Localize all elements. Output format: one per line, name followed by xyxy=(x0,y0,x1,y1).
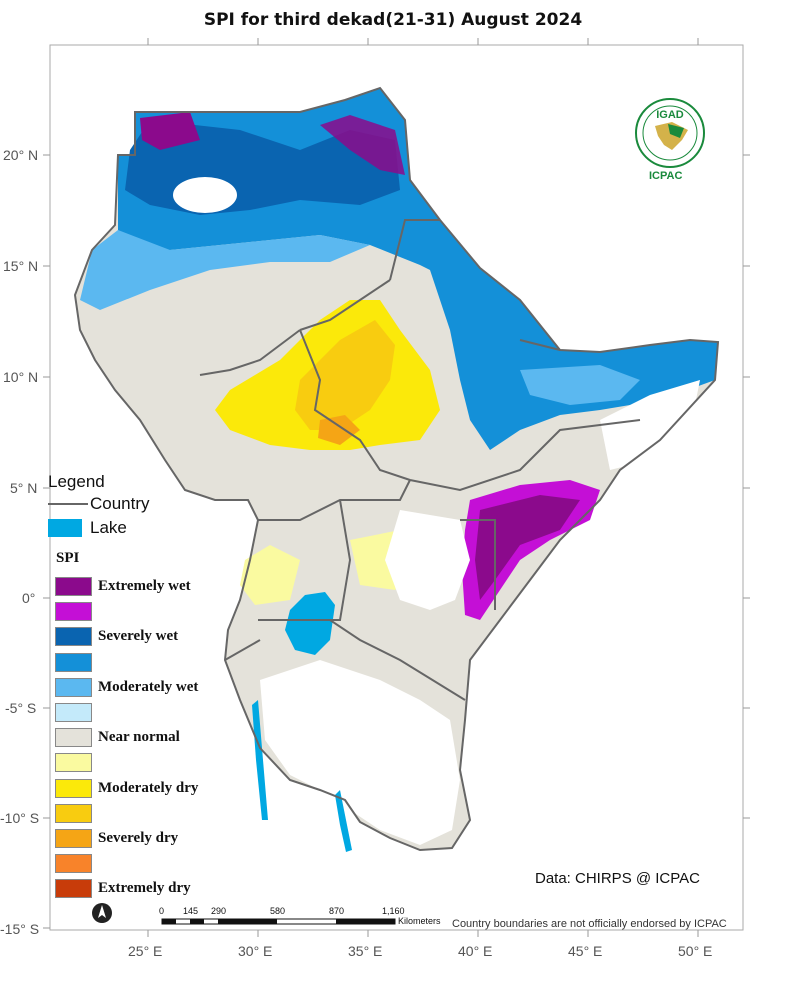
lat-label: 20° N xyxy=(3,147,38,163)
spi-class-row xyxy=(55,599,198,624)
scale-tick: 0 xyxy=(159,906,164,916)
spi-class-row xyxy=(55,700,198,725)
lon-label: 40° E xyxy=(458,943,492,959)
scale-bar: 0 145 290 580 870 1,160 Kilometers xyxy=(159,906,441,926)
logo-igad-text: IGAD xyxy=(656,109,684,121)
region-no-data-somalia xyxy=(600,380,700,470)
spi-class-row xyxy=(55,750,198,775)
spi-class-row: Moderately dry xyxy=(55,776,198,801)
region-no-data xyxy=(173,177,237,213)
legend-country-row: Country xyxy=(48,492,238,516)
region-moderate-wet-east xyxy=(520,365,640,405)
north-arrow-pointer xyxy=(98,905,106,918)
spi-class-row: Extremely dry xyxy=(55,876,198,901)
spi-swatch xyxy=(55,728,92,748)
spi-class-row xyxy=(55,801,198,826)
region-landmass xyxy=(75,88,718,850)
spi-class-row: Severely dry xyxy=(55,826,198,851)
scale-tick: 580 xyxy=(270,906,285,916)
spi-swatch xyxy=(55,652,92,672)
lon-label: 35° E xyxy=(348,943,382,959)
spi-class-row: Severely wet xyxy=(55,624,198,649)
spi-swatch xyxy=(55,753,92,773)
region-wet-east xyxy=(430,268,718,450)
lake-victoria xyxy=(285,592,335,655)
scale-tick: 290 xyxy=(211,906,226,916)
lake-malawi xyxy=(335,790,352,852)
spi-class-row: Moderately wet xyxy=(55,675,198,700)
data-credit: Data: CHIRPS @ ICPAC xyxy=(535,870,700,887)
spi-swatch xyxy=(55,854,92,874)
region-extremely-dry-central xyxy=(318,415,360,445)
spi-swatch xyxy=(55,627,92,647)
spi-swatch xyxy=(55,577,92,597)
spi-swatch xyxy=(55,778,92,798)
legend-lake-row: Lake xyxy=(48,516,238,540)
spi-label: Extremely dry xyxy=(98,880,191,897)
spi-swatch xyxy=(55,703,92,723)
country-line-swatch xyxy=(48,503,88,505)
spi-swatch xyxy=(55,828,92,848)
lat-label: -5° S xyxy=(5,700,36,716)
lat-label: 0° xyxy=(22,590,35,606)
scale-tick: 1,160 xyxy=(382,906,405,916)
graticule-ticks xyxy=(43,38,750,937)
spi-label: Moderately dry xyxy=(98,779,199,796)
spi-swatch xyxy=(55,677,92,697)
spi-label: Near normal xyxy=(98,729,180,746)
igad-icpac-logo: IGAD xyxy=(635,98,705,168)
lon-label: 25° E xyxy=(128,943,162,959)
scale-tick: 870 xyxy=(329,906,344,916)
lon-label: 45° E xyxy=(568,943,602,959)
map-title: SPI for third dekad(21-31) August 2024 xyxy=(203,10,583,30)
region-dry-uganda xyxy=(240,545,300,605)
spi-swatch xyxy=(55,602,92,622)
spi-class-row xyxy=(55,851,198,876)
lon-label: 50° E xyxy=(678,943,712,959)
lon-label: 30° E xyxy=(238,943,272,959)
lat-label: 5° N xyxy=(10,480,37,496)
lake-tanganyika xyxy=(252,700,268,820)
spi-label: Extremely wet xyxy=(98,578,191,595)
region-severely-dry-central xyxy=(295,320,395,430)
lat-label: 15° N xyxy=(3,258,38,274)
lat-label: 10° N xyxy=(3,369,38,385)
spi-label: Moderately wet xyxy=(98,678,199,695)
region-no-data-south xyxy=(260,660,460,845)
spi-class-row: Extremely wet xyxy=(55,574,198,599)
region-no-data-kenya xyxy=(385,510,470,610)
country-boundaries xyxy=(73,86,720,852)
region-extremely-wet-ridge xyxy=(320,115,405,175)
lake-swatch xyxy=(48,519,82,537)
region-moderately-wet-north xyxy=(80,230,370,310)
legend: Legend Country Lake SPI xyxy=(48,472,238,569)
spi-class-row xyxy=(55,650,198,675)
legend-heading: Legend xyxy=(48,472,105,491)
spi-class-row: Near normal xyxy=(55,725,198,750)
legend-spi-heading: SPI xyxy=(56,550,80,566)
spi-classes: Extremely wet Severely wet Moderately we… xyxy=(55,574,198,901)
legend-country-label: Country xyxy=(90,494,150,513)
spi-swatch xyxy=(55,803,92,823)
legend-lake-label: Lake xyxy=(90,518,127,537)
logo-icpac-text: ICPAC xyxy=(649,170,683,182)
region-extremely-wet-north xyxy=(140,112,200,150)
region-extremely-wet-core xyxy=(475,495,580,600)
scale-unit: Kilometers xyxy=(398,916,441,926)
boundary-disclaimer: Country boundaries are not officially en… xyxy=(452,918,727,930)
lat-label: -10° S xyxy=(0,810,39,826)
scale-tick: 145 xyxy=(183,906,198,916)
spi-swatch xyxy=(55,879,92,899)
spi-label: Severely wet xyxy=(98,628,179,645)
spi-label: Severely dry xyxy=(98,829,179,846)
lat-label: -15° S xyxy=(0,921,39,937)
